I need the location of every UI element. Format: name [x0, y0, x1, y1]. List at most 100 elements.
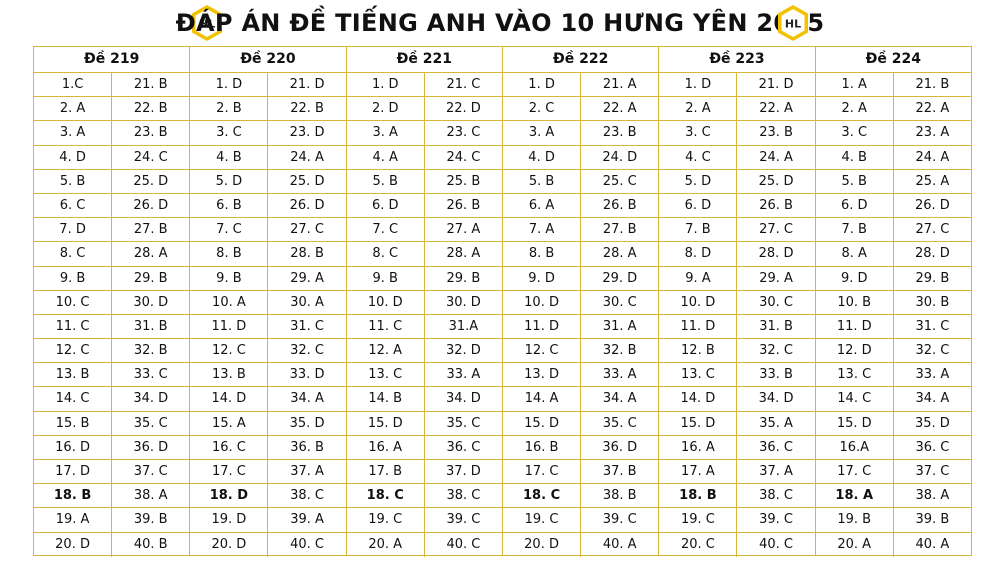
table-row: 18. C 38. C	[346, 484, 502, 509]
answer-cell: 26. D	[267, 193, 345, 218]
answer-cell: 9. A	[685, 270, 711, 286]
answer-cell: 15. D	[524, 415, 559, 431]
table-row: 15. D 35. D	[815, 411, 971, 436]
answer-cell: 21. A	[580, 73, 658, 97]
answer-cell: 18. D	[209, 488, 249, 504]
answer-cell: 4. D	[59, 149, 86, 165]
table-row: 19. D 39. A	[190, 508, 346, 533]
logo-text: HL	[785, 18, 801, 31]
answer-cell: 24. A	[736, 145, 814, 169]
answer-cell: 18. B	[53, 488, 92, 504]
answer-cell: 17. B	[368, 464, 403, 479]
answer-cell: 29. A	[736, 266, 814, 290]
answer-cell: 31. B	[736, 314, 814, 339]
answer-cell: 18. C	[523, 488, 561, 504]
answer-cell: 16. A	[368, 439, 403, 455]
answer-cell: 27. B	[580, 218, 658, 242]
answer-cell: 3. A	[372, 125, 398, 141]
answer-cell: 9. B	[216, 270, 242, 286]
table-row: 12. D 32. C	[815, 339, 971, 364]
answer-cell: 27. A	[423, 218, 502, 242]
answer-cell: 23. B	[736, 121, 814, 145]
answer-cell: 16. B	[524, 439, 559, 455]
table-row: 19. A 39. B	[34, 508, 190, 533]
answer-cell: 15. B	[55, 415, 90, 431]
table-row: 1. D 21. C	[346, 73, 502, 98]
answer-cell: 12. A	[368, 343, 403, 359]
answer-cell: 2. B	[216, 101, 242, 117]
answer-table: Đề 219 1.C 21. B 2. A 22. B 3. A 23. B 4. D 24. …	[33, 46, 972, 557]
table-row: 15. A 35. D	[190, 411, 346, 436]
answer-cell: 34. D	[423, 387, 502, 411]
table-row: 16. A 36. C	[346, 435, 502, 460]
exam-code-header: Đề 223	[659, 47, 815, 73]
answer-cell: 39. A	[267, 508, 345, 532]
exam-code-header: Đề 222	[503, 47, 659, 73]
table-row: 7. C 27. A	[346, 218, 502, 243]
table-row: 10. C 30. D	[34, 290, 190, 315]
answer-cell: 14. C	[55, 391, 90, 407]
table-row: 5. B 25. D	[34, 169, 190, 194]
table-row: 2. D 22. D	[346, 97, 502, 122]
table-row: 16. D 36. D	[34, 435, 190, 460]
table-row: 13. B 33. D	[190, 363, 346, 388]
answer-cell: 30. B	[892, 290, 971, 314]
table-row: 12. C 32. C	[190, 339, 346, 364]
table-row: 7. A 27. B	[503, 218, 659, 243]
answer-cell: 2. A	[685, 101, 711, 117]
table-row: 3. C 23. B	[659, 121, 815, 146]
answer-cell: 19. A	[55, 512, 90, 528]
table-row: 15. B 35. C	[34, 411, 190, 436]
answer-cell: 18. B	[679, 488, 717, 504]
answer-cell: 34. A	[892, 387, 971, 411]
answer-cell: 2. C	[528, 101, 555, 117]
header: HL ĐÁP ÁN ĐỀ TIẾNG ANH VÀO 10 HƯNG YÊN 2…	[0, 0, 1000, 46]
answer-cell: 36. D	[580, 435, 658, 459]
exam-block: Đề 220 1. D 21. D 2. B 22. B 3. C 23. D 4. B 24.…	[189, 46, 347, 557]
table-row: 3. C 23. A	[815, 121, 971, 146]
answer-cell: 16.A	[839, 439, 870, 455]
answer-cell: 31.A	[423, 314, 502, 339]
answer-cell: 20. D	[524, 536, 559, 552]
table-row: 17. C 37. C	[815, 460, 971, 485]
table-row: 3. A 23. B	[503, 121, 659, 146]
answer-cell: 33. A	[423, 363, 502, 387]
table-row: 10. A 30. A	[190, 290, 346, 315]
answer-cell: 39. C	[423, 508, 502, 532]
table-row: 15. D 35. C	[346, 411, 502, 436]
answer-cell: 35. C	[423, 411, 502, 435]
answer-cell: 8. A	[841, 246, 867, 262]
answer-cell: 13. C	[680, 367, 715, 383]
answer-cell: 17. A	[681, 464, 715, 479]
table-row: 18. D 38. C	[190, 484, 346, 509]
answer-cell: 20. C	[680, 536, 715, 552]
answer-cell: 34. A	[267, 387, 345, 411]
answer-cell: 34. A	[580, 387, 658, 411]
answer-cell: 21. C	[423, 73, 502, 97]
answer-cell: 13. C	[837, 367, 872, 383]
answer-cell: 26. B	[423, 193, 502, 218]
table-row: 4. D 24. D	[503, 145, 659, 170]
answer-cell: 17. C	[524, 464, 559, 479]
answer-cell: 36. C	[423, 435, 502, 459]
answer-cell: 17. C	[211, 464, 246, 479]
answer-cell: 23. D	[267, 121, 345, 145]
answer-cell: 14. B	[368, 391, 403, 407]
answer-cell: 10. D	[367, 294, 403, 310]
answer-cell: 30. D	[111, 290, 189, 314]
answer-cell: 39. C	[736, 508, 814, 532]
answer-cell: 20. D	[211, 536, 247, 552]
answer-cell: 1. D	[215, 77, 243, 92]
table-row: 5. D 25. D	[659, 169, 815, 194]
answer-cell: 24. C	[423, 145, 502, 169]
exam-code-header: Đề 219	[34, 47, 190, 73]
answer-cell: 5. B	[372, 173, 398, 189]
answer-cell: 29. A	[267, 266, 345, 290]
table-row: 11. C 31.A	[346, 314, 502, 340]
exam-block: Đề 221 1. D 21. C 2. D 22. D 3. A 23. C 4. A 24.…	[345, 46, 503, 557]
answer-cell: 24. A	[892, 145, 971, 169]
table-row: 7. B 27. C	[659, 218, 815, 243]
table-row: 7. B 27. C	[815, 218, 971, 243]
answer-cell: 26. D	[892, 193, 971, 218]
answer-cell: 40. B	[111, 532, 189, 557]
